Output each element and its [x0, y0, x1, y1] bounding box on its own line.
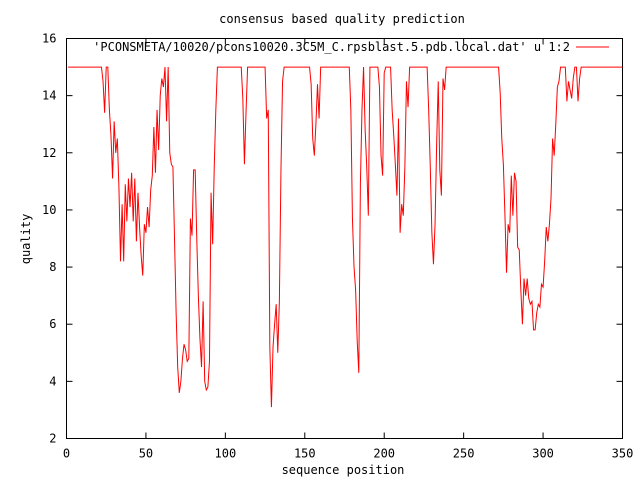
x-tick-label: 300 [532, 447, 554, 461]
x-tick-label: 50 [139, 447, 153, 461]
y-tick-label: 12 [42, 146, 56, 160]
x-tick-label: 350 [612, 447, 634, 461]
x-axis-label: sequence position [282, 463, 405, 477]
y-axis-label: quality [19, 214, 33, 265]
y-tick-label: 10 [42, 203, 56, 217]
x-tick-label: 250 [453, 447, 475, 461]
series-line [68, 66, 623, 408]
y-tick-label: 16 [42, 32, 56, 46]
legend: 'PCONSMETA/10020/pcons10020.3C5M_C.rpsbl… [93, 40, 609, 54]
series-layer [68, 66, 623, 408]
y-tick-label: 2 [49, 432, 56, 446]
ticks: 0 50 100 150 200 250 300 350 2 4 6 8 10 12 14 16 [42, 32, 633, 461]
x-tick-label: 0 [63, 447, 70, 461]
y-tick-label: 8 [49, 260, 56, 274]
plot-frame [66, 38, 623, 439]
x-tick-label: 100 [215, 447, 237, 461]
y-tick-label: 6 [49, 317, 56, 331]
x-tick-label: 150 [294, 447, 316, 461]
legend-label: 'PCONSMETA/10020/pcons10020.3C5M_C.rpsbl… [93, 40, 570, 54]
chart-title: consensus based quality prediction [219, 12, 465, 26]
y-tick-label: 14 [42, 89, 56, 103]
y-tick-label: 4 [49, 374, 56, 388]
x-tick-label: 200 [373, 447, 395, 461]
